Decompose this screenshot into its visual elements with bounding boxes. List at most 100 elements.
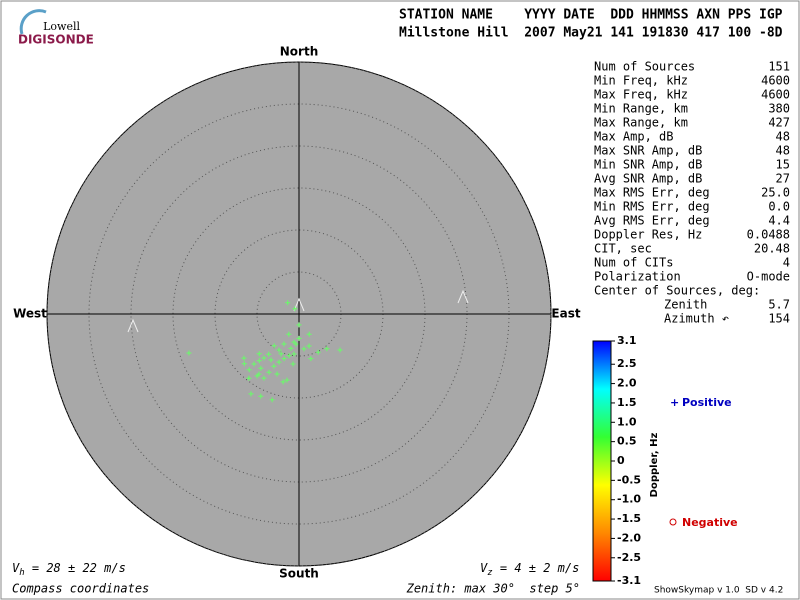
source-point — [308, 356, 314, 362]
legend-positive: Positive — [682, 396, 732, 409]
stat-value: 27 — [776, 172, 790, 186]
source-point — [274, 371, 280, 377]
south-label: South — [279, 567, 319, 581]
stat-value: 4600 — [761, 88, 790, 102]
colorbar-tick-label: -1.5 — [617, 512, 641, 525]
source-point — [284, 377, 290, 383]
colorbar-tick-label: 3.1 — [617, 334, 637, 347]
stat-value: 427 — [768, 116, 790, 130]
colorbar-tick-label: 1.5 — [617, 396, 637, 409]
vz-label: Vz = 4 ± 2 m/s — [480, 561, 579, 578]
center-label: Zenith — [664, 298, 707, 312]
source-point — [293, 341, 299, 347]
stat-value: 25.0 — [761, 186, 790, 200]
coords-label: Compass coordinates — [12, 582, 149, 596]
legend-negative: Negative — [682, 516, 738, 529]
header-line: STATION NAME YYYY DATE DDD HHMMSS AXN PP… — [399, 8, 783, 23]
source-point — [278, 351, 284, 357]
source-point — [281, 356, 287, 362]
colorbar-tick-label: 2.5 — [617, 357, 637, 370]
stat-label: Avg SNR Amp, dB — [594, 172, 702, 186]
stat-value: 151 — [768, 60, 790, 74]
source-point — [280, 379, 286, 385]
stat-value: 0.0 — [768, 200, 790, 214]
source-point — [306, 343, 312, 349]
stat-label: Max Freq, kHz — [594, 88, 688, 102]
source-point — [290, 361, 296, 367]
legend-symbol — [669, 518, 677, 526]
stat-value: 4 — [783, 256, 790, 270]
source-point — [251, 361, 257, 367]
stat-label: Min RMS Err, deg — [594, 200, 710, 214]
colorbar-tick-label: -1.0 — [617, 493, 641, 506]
antenna-marker — [293, 297, 305, 312]
stat-value: 15 — [776, 158, 790, 172]
source-point — [266, 351, 272, 357]
stat-value: 4600 — [761, 74, 790, 88]
colorbar — [592, 340, 612, 582]
source-point — [256, 358, 262, 364]
source-point — [271, 343, 277, 349]
source-point — [248, 391, 254, 397]
colorbar-tick-label: -2.5 — [617, 551, 641, 564]
source-point — [271, 363, 277, 369]
source-point — [269, 397, 275, 403]
source-point — [286, 353, 292, 359]
source-point — [315, 349, 321, 355]
stat-value: 0.0488 — [747, 228, 790, 242]
vh-label: Vh = 28 ± 22 m/s — [12, 561, 126, 578]
stat-label: Num of CITs — [594, 256, 673, 270]
source-point — [246, 367, 252, 373]
source-point — [261, 375, 267, 381]
source-point — [296, 322, 302, 328]
zenith-label: Zenith: max 30° step 5° — [406, 582, 580, 596]
header-line: Millstone Hill 2007 May21 141 191830 417… — [399, 26, 783, 41]
antenna-marker — [457, 289, 469, 304]
source-point — [266, 369, 272, 375]
stat-value: 48 — [776, 130, 790, 144]
source-point — [186, 350, 192, 356]
source-point — [306, 331, 312, 337]
source-point — [258, 393, 264, 399]
center-label: Azimuth ↶ — [664, 312, 729, 326]
stat-value: 4.4 — [768, 214, 790, 228]
source-point — [256, 351, 262, 357]
colorbar-tick-label: 1.0 — [617, 415, 637, 428]
stat-value: 380 — [768, 102, 790, 116]
west-label: West — [13, 307, 47, 321]
source-point — [324, 346, 330, 352]
stat-label: Min Range, km — [594, 102, 688, 116]
stat-label: Max Amp, dB — [594, 130, 673, 144]
stat-label: Num of Sources — [594, 60, 695, 74]
center-value: 154 — [768, 312, 790, 326]
source-point — [292, 306, 298, 312]
source-point — [276, 347, 282, 353]
east-label: East — [551, 307, 580, 321]
north-label: North — [280, 45, 318, 59]
center-title: Center of Sources, deg: — [594, 284, 760, 298]
source-point — [281, 341, 287, 347]
stat-value: 48 — [776, 144, 790, 158]
source-point — [288, 345, 294, 351]
source-point — [246, 375, 252, 381]
stat-label: Doppler Res, Hz — [594, 228, 702, 242]
source-point — [254, 373, 260, 379]
source-point — [301, 346, 307, 352]
source-point — [285, 300, 291, 306]
stat-label: Max SNR Amp, dB — [594, 144, 702, 158]
stat-label: Avg RMS Err, deg — [594, 214, 710, 228]
source-point — [241, 355, 247, 361]
center-value: 5.7 — [768, 298, 790, 312]
logo-bottom: DIGISONDE — [18, 33, 94, 47]
colorbar-label: Doppler, Hz — [649, 433, 660, 498]
antenna-marker — [127, 318, 139, 333]
stat-label: CIT, sec — [594, 242, 652, 256]
source-point — [241, 361, 247, 367]
source-point — [276, 359, 282, 365]
source-point — [261, 355, 267, 361]
colorbar-tick-label: -0.5 — [617, 473, 641, 486]
logo-top: Lowell — [43, 20, 80, 33]
source-point — [286, 331, 292, 337]
colorbar-tick-label: 2.0 — [617, 377, 637, 390]
